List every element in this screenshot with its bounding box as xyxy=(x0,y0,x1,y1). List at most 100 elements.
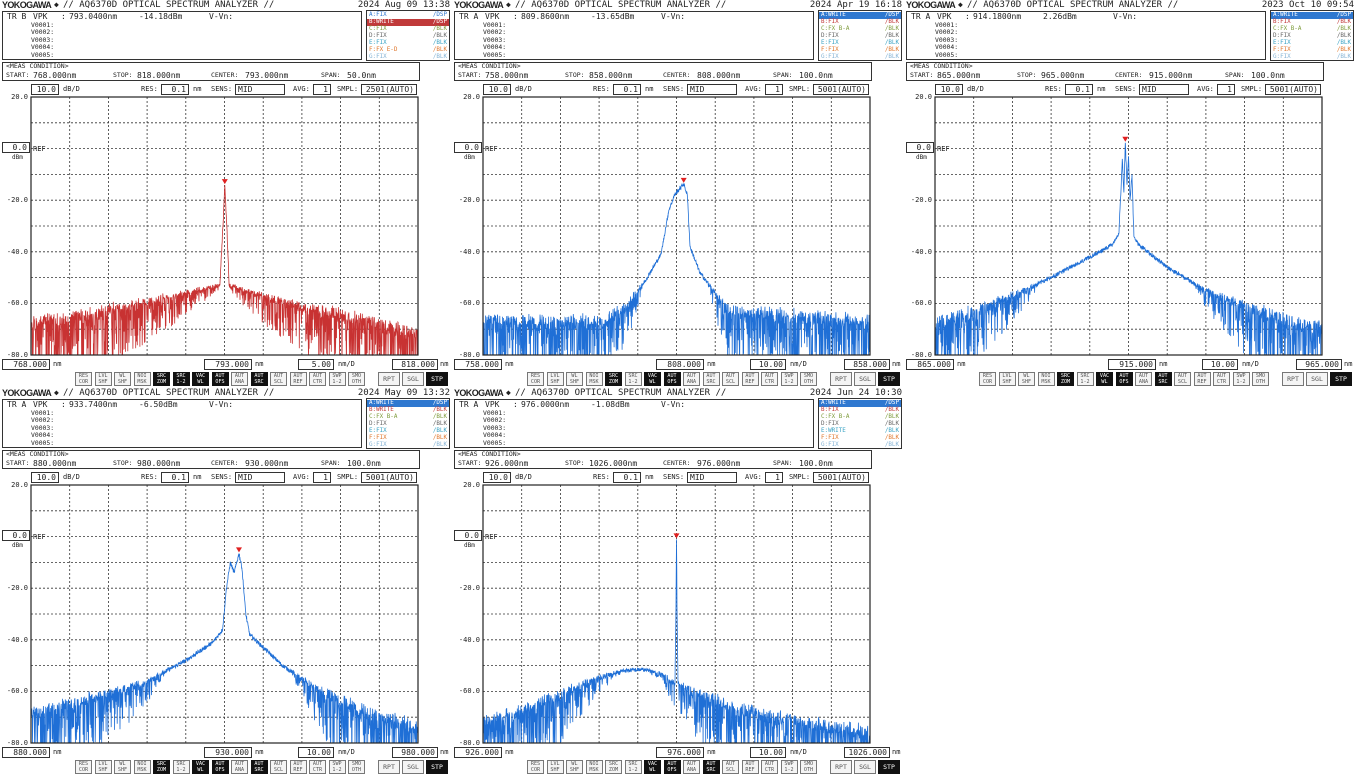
softkey-vac-wl[interactable]: VAC WL xyxy=(192,372,209,386)
scale-value[interactable]: 10.0 xyxy=(31,84,59,95)
softkey-src-zom[interactable]: SRC ZOM xyxy=(153,760,170,774)
softkey-src-zom[interactable]: SRC ZOM xyxy=(605,760,622,774)
spectrum-plot[interactable] xyxy=(30,484,419,744)
ref-level-value[interactable]: 0.0 xyxy=(906,141,934,153)
softkey-aut-src[interactable]: AUT SRC xyxy=(702,372,720,386)
smpl-value[interactable]: 2501(AUTO) xyxy=(361,84,417,95)
trace-item-b[interactable]: B:FIX/BLK xyxy=(1271,19,1353,26)
x-start-value[interactable]: 768.000 xyxy=(2,359,50,370)
softkey-noi-msk[interactable]: NOI MSK xyxy=(133,372,151,386)
trace-item-d[interactable]: D:FIX/BLK xyxy=(819,421,901,428)
trace-item-c[interactable]: C:FX B-A/BLK xyxy=(819,26,901,33)
sweep-sgl-button[interactable]: SGL xyxy=(402,372,424,386)
x-div-value[interactable]: 10.00 xyxy=(750,747,786,758)
x-div-value[interactable]: 10.00 xyxy=(298,747,334,758)
x-center-value[interactable]: 930.000 xyxy=(204,747,252,758)
trace-item-g[interactable]: G:FIX/BLK xyxy=(367,54,449,61)
trace-item-d[interactable]: D:FIX/BLK xyxy=(1271,33,1353,40)
trace-item-g[interactable]: G:FIX/BLK xyxy=(367,442,449,449)
ref-level-value[interactable]: 0.0 xyxy=(2,529,30,541)
softkey-res-cor[interactable]: RES COR xyxy=(75,372,92,386)
res-value[interactable]: 0.1 xyxy=(1065,84,1093,95)
softkey-src-1-2[interactable]: SRC 1-2 xyxy=(1076,372,1094,386)
trace-list[interactable]: A:WRITE/DSP B:FIX/BLK C:FX B-A/BLK D:FIX/BL… xyxy=(1270,10,1354,61)
softkey-smo-oth[interactable]: SMO OTH xyxy=(800,760,817,774)
trace-item-c[interactable]: C:FX B-A/BLK xyxy=(367,414,449,421)
softkey-lvl-shf[interactable]: LVL SHF xyxy=(94,372,112,386)
trace-list[interactable]: A:WRITE/DSP B:FIX/BLK C:FX B-A/BLK D:FIX/BL… xyxy=(818,10,902,61)
softkey-smo-oth[interactable]: SMO OTH xyxy=(1252,372,1269,386)
softkey-noi-msk[interactable]: NOI MSK xyxy=(1037,372,1055,386)
softkey-res-cor[interactable]: RES COR xyxy=(979,372,996,386)
softkey-aut-ofs[interactable]: AUT OFS xyxy=(211,372,229,386)
trace-item-c[interactable]: C:FX B-A/BLK xyxy=(819,414,901,421)
trace-list[interactable]: A:WRITE/DSP B:WRITE/BLK C:FX B-A/BLK D:FIX /… xyxy=(366,398,450,449)
softkey-src-1-2[interactable]: SRC 1-2 xyxy=(624,760,642,774)
spectrum-plot[interactable] xyxy=(30,96,419,356)
x-start-value[interactable]: 880.000 xyxy=(2,747,50,758)
softkey-aut-ctr[interactable]: AUT CTR xyxy=(761,372,778,386)
res-value[interactable]: 0.1 xyxy=(613,84,641,95)
sweep-stp-button[interactable]: STP xyxy=(878,760,900,774)
trace-item-c[interactable]: C:FIX/BLK xyxy=(367,26,449,33)
avg-value[interactable]: 1 xyxy=(313,84,331,95)
softkey-aut-ctr[interactable]: AUT CTR xyxy=(309,760,326,774)
x-center-value[interactable]: 793.000 xyxy=(204,359,252,370)
softkey-vac-wl[interactable]: VAC WL xyxy=(644,760,661,774)
scale-value[interactable]: 10.0 xyxy=(483,84,511,95)
x-center-value[interactable]: 976.000 xyxy=(656,747,704,758)
x-center-value[interactable]: 915.000 xyxy=(1108,359,1156,370)
softkey-aut-ana[interactable]: AUT ANA xyxy=(683,760,700,774)
softkey-lvl-shf[interactable]: LVL SHF xyxy=(998,372,1016,386)
scale-value[interactable]: 10.0 xyxy=(31,472,59,483)
softkey-swp-1-2[interactable]: SWP 1-2 xyxy=(780,760,798,774)
trace-item-f[interactable]: F:FIX/BLK xyxy=(1271,47,1353,54)
trace-list[interactable]: A:FIX/DSP B:WRITE/DSP C:FIX/BLK D:FIX/BLK E:… xyxy=(366,10,450,61)
sweep-rpt-button[interactable]: RPT xyxy=(378,372,400,386)
softkey-res-cor[interactable]: RES COR xyxy=(527,760,544,774)
softkey-wl-shf[interactable]: WL SHF xyxy=(114,760,131,774)
trace-item-a[interactable]: A:WRITE/DSP xyxy=(1271,12,1353,19)
trace-item-e[interactable]: E:FIX/BLK xyxy=(1271,40,1353,47)
spectrum-plot[interactable] xyxy=(482,96,871,356)
softkey-aut-ref[interactable]: AUT REF xyxy=(1193,372,1211,386)
sweep-stp-button[interactable]: STP xyxy=(426,372,448,386)
trace-item-f[interactable]: F:FX E-D/BLK xyxy=(367,47,449,54)
softkey-swp-1-2[interactable]: SWP 1-2 xyxy=(328,760,346,774)
trace-item-a[interactable]: A:FIX/DSP xyxy=(367,12,449,19)
softkey-res-cor[interactable]: RES COR xyxy=(75,760,92,774)
softkey-wl-shf[interactable]: WL SHF xyxy=(114,372,131,386)
softkey-aut-scl[interactable]: AUT SCL xyxy=(270,760,287,774)
res-value[interactable]: 0.1 xyxy=(613,472,641,483)
softkey-aut-ctr[interactable]: AUT CTR xyxy=(309,372,326,386)
trace-item-f[interactable]: F:FIX/BLK xyxy=(819,435,901,442)
x-stop-value[interactable]: 1026.000 xyxy=(844,747,890,758)
trace-item-b[interactable]: B:FIX/BLK xyxy=(819,407,901,414)
x-stop-value[interactable]: 980.000 xyxy=(392,747,438,758)
trace-item-a[interactable]: A:WRITE/DSP xyxy=(367,400,449,407)
softkey-vac-wl[interactable]: VAC WL xyxy=(644,372,661,386)
sens-value[interactable]: MID xyxy=(687,84,737,95)
softkey-aut-scl[interactable]: AUT SCL xyxy=(270,372,287,386)
sens-value[interactable]: MID xyxy=(687,472,737,483)
x-div-value[interactable]: 10.00 xyxy=(1202,359,1238,370)
softkey-aut-ana[interactable]: AUT ANA xyxy=(683,372,700,386)
softkey-src-zom[interactable]: SRC ZOM xyxy=(605,372,622,386)
sweep-sgl-button[interactable]: SGL xyxy=(854,372,876,386)
softkey-aut-ana[interactable]: AUT ANA xyxy=(231,760,248,774)
avg-value[interactable]: 1 xyxy=(1217,84,1235,95)
avg-value[interactable]: 1 xyxy=(313,472,331,483)
softkey-aut-ana[interactable]: AUT ANA xyxy=(1135,372,1152,386)
trace-item-g[interactable]: G:FIX/BLK xyxy=(1271,54,1353,61)
softkey-lvl-shf[interactable]: LVL SHF xyxy=(546,760,564,774)
softkey-noi-msk[interactable]: NOI MSK xyxy=(133,760,151,774)
softkey-aut-scl[interactable]: AUT SCL xyxy=(722,760,739,774)
sweep-stp-button[interactable]: STP xyxy=(1330,372,1352,386)
x-stop-value[interactable]: 858.000 xyxy=(844,359,890,370)
softkey-aut-ref[interactable]: AUT REF xyxy=(741,372,759,386)
trace-item-a[interactable]: A:WRITE/DSP xyxy=(819,400,901,407)
softkey-swp-1-2[interactable]: SWP 1-2 xyxy=(1232,372,1250,386)
softkey-aut-scl[interactable]: AUT SCL xyxy=(722,372,739,386)
softkey-aut-ctr[interactable]: AUT CTR xyxy=(761,760,778,774)
softkey-swp-1-2[interactable]: SWP 1-2 xyxy=(780,372,798,386)
